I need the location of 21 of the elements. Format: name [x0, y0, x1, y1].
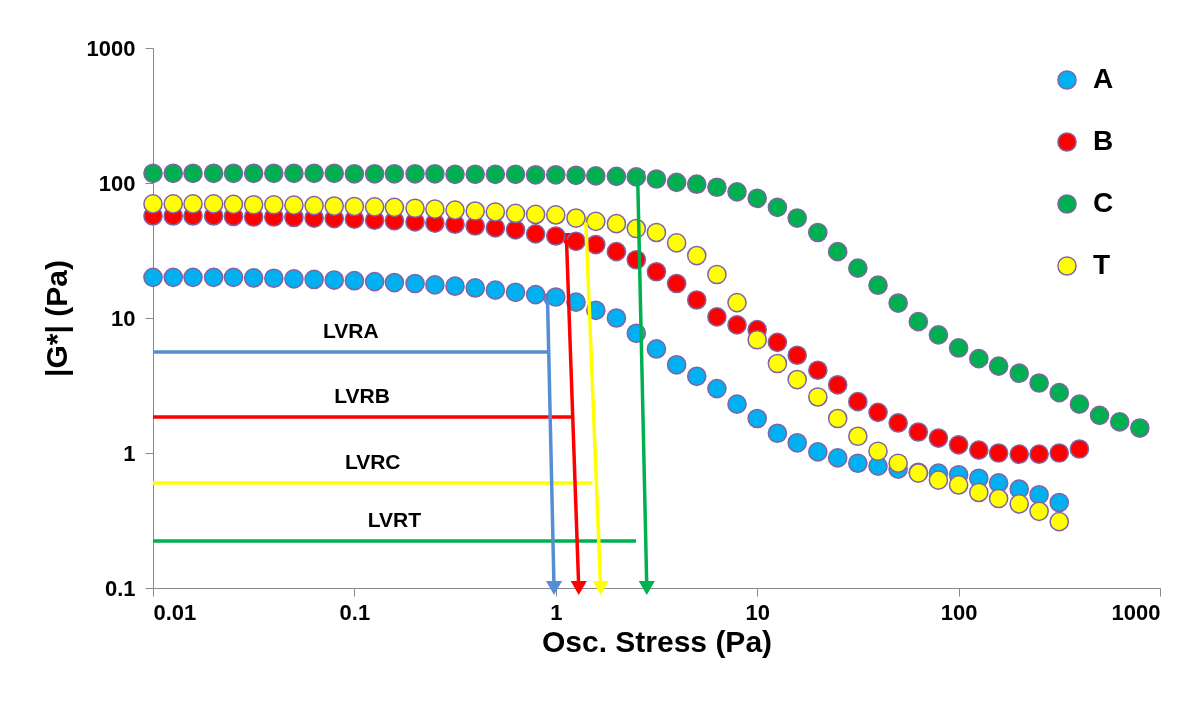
y-tick-label: 10 [111, 305, 136, 331]
y-tick-label: 1 [123, 440, 136, 466]
legend-label: B [1093, 125, 1114, 156]
x-tick-label: 10 [745, 599, 770, 625]
y-axis-title: |G*| (Pa) [39, 260, 73, 377]
x-tick-label: 1 [550, 599, 563, 625]
x-tick-label: 1000 [1111, 599, 1161, 625]
x-axis-title: Osc. Stress (Pa) [541, 624, 773, 658]
legend-label: A [1093, 63, 1114, 94]
x-tick-label: 100 [940, 599, 978, 625]
annotation: LVRB [334, 383, 390, 407]
y-tick-label: 0.1 [104, 575, 136, 601]
annotation: LVRT [367, 507, 422, 531]
y-tick-label: 100 [98, 170, 136, 196]
x-tick-label: 0.01 [153, 599, 197, 625]
annotation: LVRC [344, 449, 401, 473]
annotation: LVRA [322, 318, 379, 342]
legend-label: C [1093, 187, 1114, 218]
x-tick-label: 0.1 [339, 599, 371, 625]
y-tick-label: 1000 [86, 35, 136, 61]
legend-label: T [1093, 249, 1111, 280]
